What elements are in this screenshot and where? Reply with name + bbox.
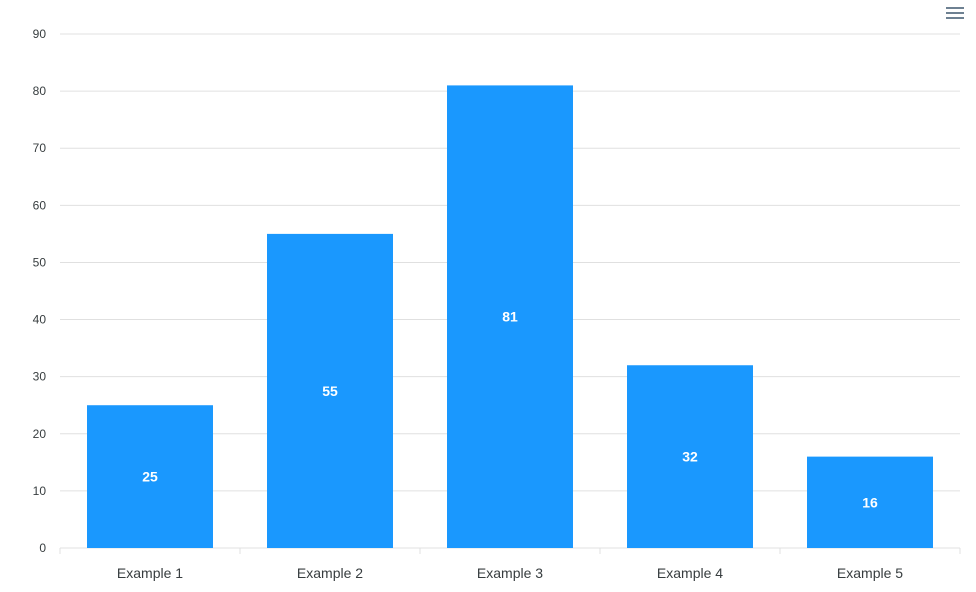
bar[interactable]: [87, 405, 213, 548]
y-tick-label: 90: [33, 27, 47, 41]
hamburger-menu-icon: [946, 7, 964, 19]
data-label: 55: [322, 383, 338, 399]
y-tick-label: 0: [39, 541, 46, 555]
x-category-label: Example 1: [117, 565, 183, 581]
bar[interactable]: [447, 85, 573, 549]
bar[interactable]: [627, 365, 753, 548]
data-label: 25: [142, 469, 158, 485]
y-tick-label: 10: [33, 484, 47, 498]
chart-menu-button[interactable]: [944, 4, 968, 22]
bar[interactable]: [807, 456, 933, 548]
x-category-label: Example 3: [477, 565, 543, 581]
x-category-label: Example 2: [297, 565, 363, 581]
y-tick-label: 80: [33, 84, 47, 98]
bar[interactable]: [267, 233, 393, 548]
x-category-label: Example 4: [657, 565, 723, 581]
y-tick-label: 30: [33, 370, 47, 384]
y-tick-label: 20: [33, 427, 47, 441]
data-label: 81: [502, 309, 518, 325]
data-label: 32: [682, 449, 698, 465]
y-tick-label: 70: [33, 141, 47, 155]
y-tick-label: 50: [33, 255, 47, 269]
data-label: 16: [862, 494, 878, 510]
y-tick-label: 60: [33, 198, 47, 212]
y-tick-label: 40: [33, 313, 47, 327]
x-category-label: Example 5: [837, 565, 903, 581]
